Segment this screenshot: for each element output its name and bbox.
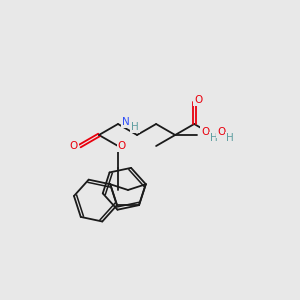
Text: H: H bbox=[226, 133, 234, 143]
Text: O: O bbox=[70, 141, 78, 151]
Text: H: H bbox=[210, 133, 218, 143]
Text: N: N bbox=[122, 117, 130, 127]
Text: H: H bbox=[131, 122, 139, 132]
Text: O: O bbox=[118, 141, 126, 151]
Text: O: O bbox=[201, 127, 209, 137]
Text: O: O bbox=[194, 95, 202, 105]
Text: O: O bbox=[217, 127, 225, 137]
